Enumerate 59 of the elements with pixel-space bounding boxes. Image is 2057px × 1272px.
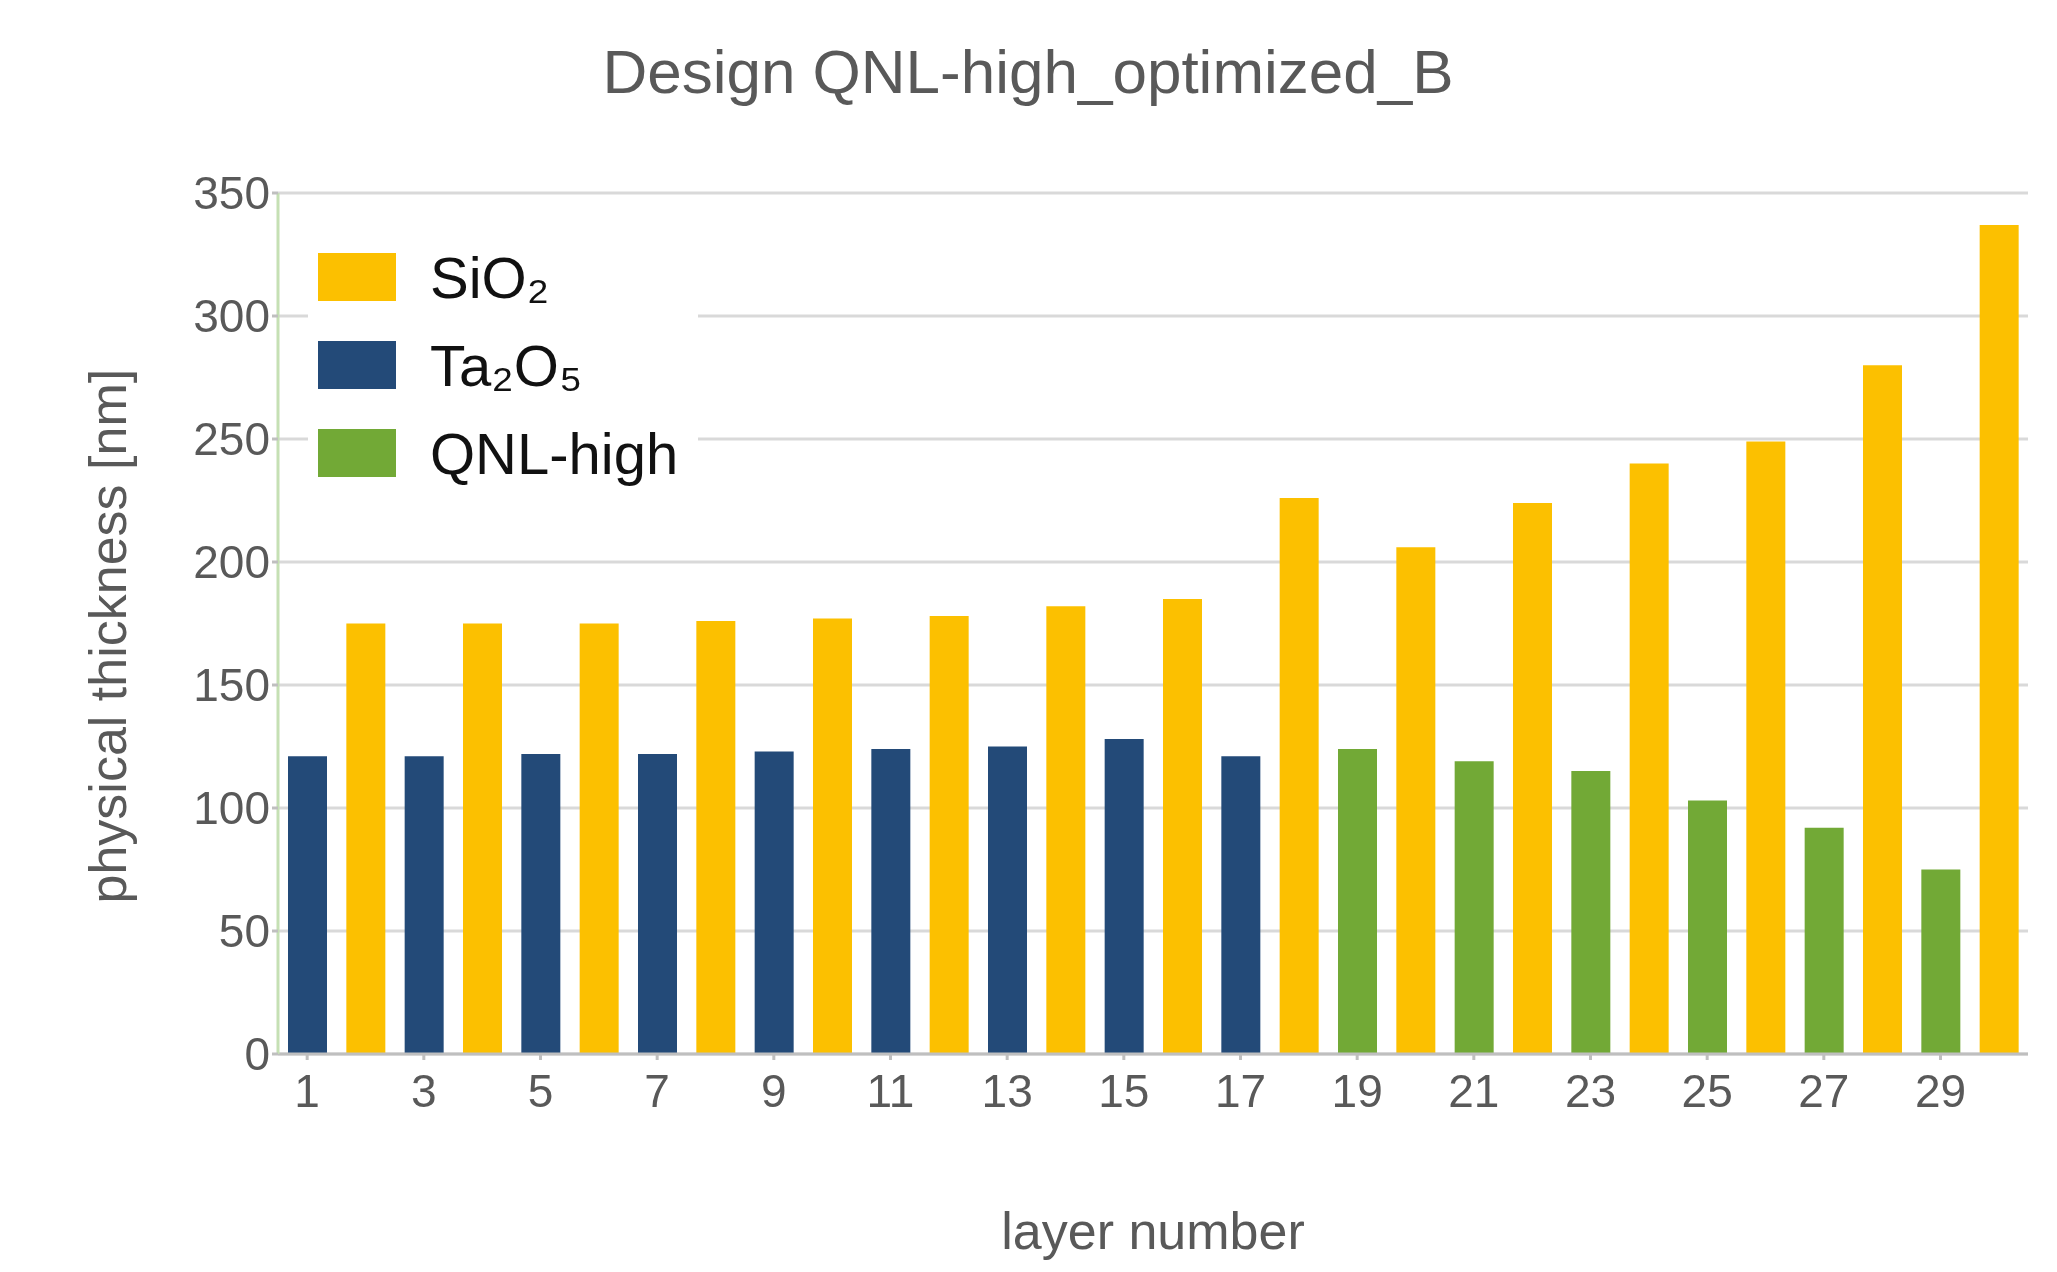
x-tick-label: 5 (527, 1064, 554, 1117)
x-tick-label: 25 (1681, 1064, 1733, 1117)
x-tick-label: 29 (1914, 1064, 1967, 1117)
x-tick-label: 27 (1798, 1064, 1850, 1117)
y-tick-label: 50 (218, 905, 270, 958)
bar (463, 623, 502, 1054)
bar (521, 753, 561, 1054)
x-tick-label: 7 (644, 1064, 670, 1117)
bar (638, 753, 677, 1054)
bar (988, 746, 1027, 1054)
bar (579, 623, 619, 1054)
bar (1338, 748, 1377, 1054)
bar (871, 748, 911, 1054)
legend-label: QNL-high (430, 419, 679, 487)
x-tick-label: 13 (981, 1064, 1033, 1117)
y-tick-label: 300 (193, 290, 270, 343)
y-tick-label: 200 (193, 536, 270, 589)
x-axis-title: layer number (1001, 1202, 1305, 1260)
bar (1279, 498, 1319, 1054)
bar (1863, 365, 1902, 1054)
bar (1513, 502, 1552, 1054)
bar (1979, 224, 2019, 1054)
bar (1396, 547, 1436, 1054)
x-tick-label: 21 (1448, 1064, 1500, 1117)
y-tick-label: 100 (193, 782, 270, 835)
bar (1221, 756, 1261, 1054)
bar (1629, 463, 1669, 1054)
bar (404, 756, 444, 1054)
chart-title: Design QNL-high_optimized_B (601, 36, 1455, 107)
x-tick-label: 19 (1331, 1064, 1383, 1117)
legend-label: SiO₂ (430, 243, 550, 311)
bar (813, 618, 852, 1054)
bar (1046, 606, 1086, 1054)
bar (1804, 827, 1844, 1054)
x-tick-label: 11 (866, 1064, 915, 1117)
bar (1921, 869, 1961, 1054)
y-axis-title: physical thickness [nm] (79, 368, 138, 904)
bar (1688, 800, 1727, 1054)
bar (346, 623, 386, 1054)
y-tick-label: 150 (193, 659, 270, 712)
bar (754, 751, 794, 1054)
x-tick-label: 15 (1098, 1064, 1150, 1117)
x-tick-label: 23 (1564, 1064, 1617, 1117)
bar (1163, 598, 1202, 1054)
y-tick-label: 350 (193, 167, 270, 220)
y-tick-label: 0 (244, 1028, 270, 1081)
x-tick-label: 1 (294, 1064, 320, 1117)
bar (1454, 761, 1494, 1054)
bar (1746, 441, 1786, 1054)
y-tick-label: 250 (193, 413, 270, 466)
bar (288, 756, 327, 1054)
bar (1104, 739, 1144, 1054)
x-tick-label: 3 (411, 1064, 437, 1117)
legend-label: Ta₂O₅ (430, 331, 583, 399)
bar (929, 616, 969, 1054)
x-tick-label: 9 (761, 1064, 787, 1117)
bar (1571, 771, 1611, 1054)
bar (696, 621, 736, 1054)
x-tick-label: 17 (1214, 1064, 1267, 1117)
